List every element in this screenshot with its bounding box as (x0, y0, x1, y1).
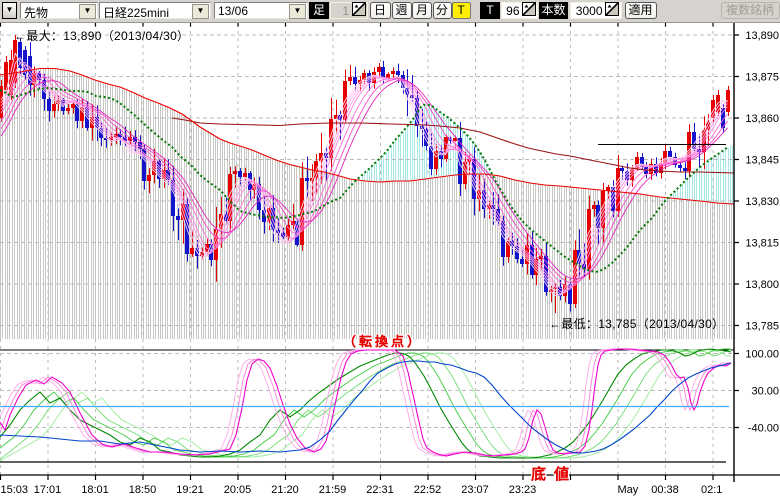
svg-text:13,845: 13,845 (745, 155, 779, 167)
svg-text:底値: 底値 (531, 465, 577, 483)
svg-text:13,860: 13,860 (745, 113, 779, 125)
svg-text:22:52: 22:52 (414, 484, 442, 496)
svg-text:23:23: 23:23 (509, 484, 537, 496)
svg-text:13,800: 13,800 (745, 279, 779, 291)
svg-text:13,830: 13,830 (745, 196, 779, 208)
svg-text:←最低：13,785（2013/04/30）: ←最低：13,785（2013/04/30） (549, 317, 724, 331)
svg-text:15:03: 15:03 (1, 484, 29, 496)
svg-text:-40.00: -40.00 (748, 423, 779, 435)
svg-text:（転換点）: （転換点） (343, 334, 423, 349)
svg-text:13,875: 13,875 (745, 72, 779, 84)
svg-text:22:31: 22:31 (366, 484, 394, 496)
svg-text:17:01: 17:01 (34, 484, 62, 496)
svg-text:18:50: 18:50 (129, 484, 157, 496)
svg-text:00:38: 00:38 (651, 484, 679, 496)
svg-text:30.00: 30.00 (751, 386, 779, 398)
svg-text:底値: 底値 (531, 465, 577, 483)
svg-text:21:59: 21:59 (319, 484, 347, 496)
svg-text:100.00: 100.00 (745, 349, 779, 361)
svg-text:（転換点）: （転換点） (343, 334, 423, 349)
svg-text:13,890: 13,890 (745, 30, 779, 42)
svg-text:23:07: 23:07 (461, 484, 489, 496)
svg-text:May: May (618, 484, 639, 496)
svg-text:←最大：13,890（2013/04/30）: ←最大：13,890（2013/04/30） (14, 29, 189, 43)
svg-text:13,785: 13,785 (745, 321, 779, 333)
svg-text:18:01: 18:01 (81, 484, 109, 496)
svg-text:19:21: 19:21 (176, 484, 204, 496)
svg-text:02:1: 02:1 (701, 484, 722, 496)
svg-text:20:05: 20:05 (224, 484, 252, 496)
svg-text:21:20: 21:20 (271, 484, 299, 496)
svg-text:13,815: 13,815 (745, 238, 779, 250)
